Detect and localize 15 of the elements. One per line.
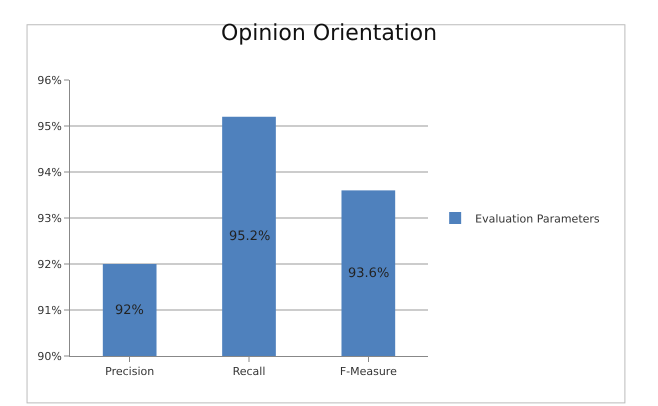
- x-tick-label: F-Measure: [340, 365, 398, 378]
- y-tick-label: 92%: [37, 258, 62, 271]
- y-tick-label: 91%: [37, 304, 62, 317]
- data-label: 92%: [115, 303, 144, 318]
- x-tick-label: Recall: [232, 365, 266, 378]
- legend-label: Evaluation Parameters: [475, 212, 600, 226]
- data-label: 95.2%: [229, 229, 270, 244]
- y-tick-label: 94%: [37, 166, 62, 179]
- x-tick-label: Precision: [105, 365, 154, 378]
- y-tick-label: 93%: [37, 212, 62, 225]
- chart-title: Opinion Orientation: [220, 20, 438, 46]
- y-tick-label: 95%: [37, 120, 62, 133]
- y-tick-label: 90%: [37, 350, 62, 363]
- data-label: 93.6%: [348, 266, 390, 281]
- y-tick-label: 96%: [37, 74, 62, 87]
